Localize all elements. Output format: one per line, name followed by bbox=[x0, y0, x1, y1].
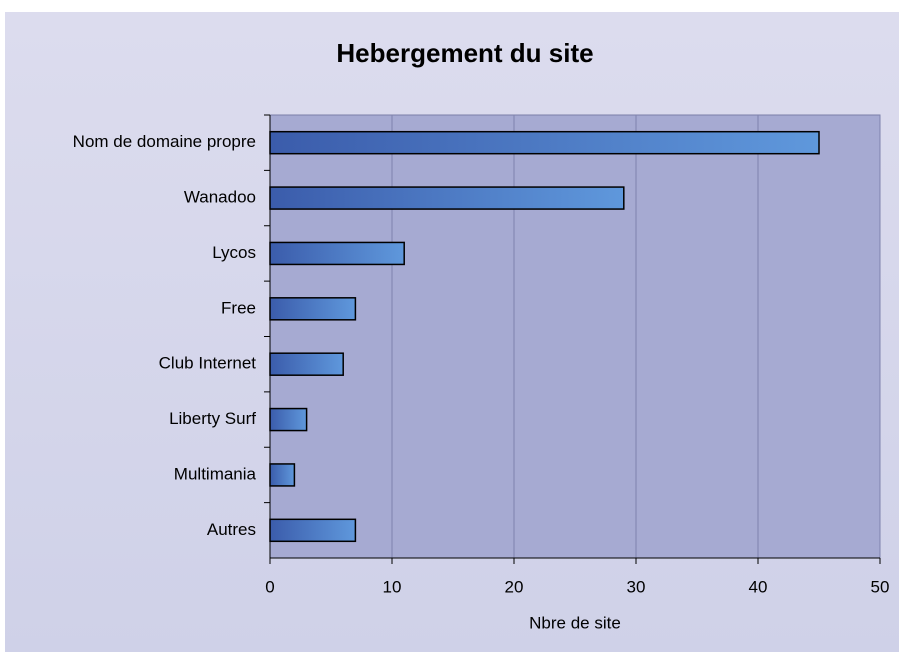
bar bbox=[269, 130, 820, 155]
x-axis-label: Nbre de site bbox=[529, 613, 621, 632]
y-tick-label: Liberty Surf bbox=[169, 409, 256, 428]
x-tick-label: 20 bbox=[505, 577, 524, 596]
bar bbox=[269, 241, 405, 266]
y-tick-label: Club Internet bbox=[159, 354, 257, 373]
y-tick-label: Free bbox=[221, 298, 256, 317]
bar bbox=[269, 297, 357, 321]
x-tick-label: 10 bbox=[383, 577, 402, 596]
y-tick-label: Autres bbox=[207, 520, 256, 539]
bar bbox=[269, 518, 357, 543]
y-tick-label: Wanadoo bbox=[184, 188, 256, 207]
bar bbox=[269, 186, 625, 210]
bar bbox=[269, 463, 296, 487]
bar bbox=[269, 407, 308, 432]
y-tick-label: Multimania bbox=[174, 464, 257, 483]
x-tick-label: 50 bbox=[871, 577, 890, 596]
bar bbox=[269, 352, 344, 376]
x-tick-label: 0 bbox=[265, 577, 274, 596]
chart-title: Hebergement du site bbox=[336, 38, 593, 68]
plot-area bbox=[269, 114, 881, 559]
x-tick-label: 40 bbox=[749, 577, 768, 596]
y-tick-label: Nom de domaine propre bbox=[73, 132, 256, 151]
x-tick-label: 30 bbox=[627, 577, 646, 596]
y-tick-label: Lycos bbox=[212, 243, 256, 262]
